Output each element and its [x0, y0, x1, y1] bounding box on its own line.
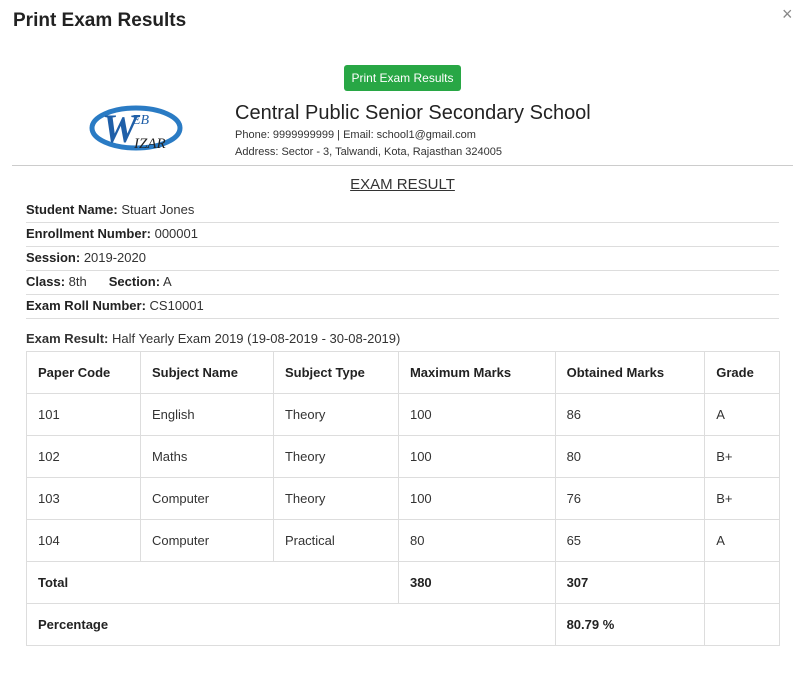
- column-header: Subject Name: [139, 351, 274, 394]
- logo-top: EB: [131, 113, 150, 128]
- cell: 80: [397, 519, 556, 562]
- total-label: Total: [26, 561, 399, 604]
- cell: 100: [397, 435, 556, 478]
- field-value: Stuart Jones: [121, 202, 195, 217]
- logo: W EB IZAR: [89, 105, 183, 152]
- field: Class: 8th: [26, 274, 87, 289]
- cell: 100: [397, 477, 556, 520]
- field: Exam Roll Number: CS10001: [26, 298, 204, 313]
- field: Enrollment Number: 000001: [26, 226, 198, 241]
- field-label: Enrollment Number:: [26, 226, 151, 241]
- field-label: Session:: [26, 250, 81, 265]
- cell: Theory: [272, 477, 399, 520]
- field-value: 8th: [68, 274, 87, 289]
- cell: A: [704, 393, 780, 436]
- header-row: Paper Code Subject Name Subject Type Maximu…: [26, 351, 780, 394]
- cell: Practical: [272, 519, 399, 562]
- field: Student Name: Stuart Jones: [26, 202, 194, 217]
- total-obtained: 307: [554, 561, 706, 604]
- column-header: Maximum Marks: [397, 351, 556, 394]
- percentage-value: 80.79 %: [554, 603, 706, 646]
- column-header: Grade: [704, 351, 780, 394]
- table-row: 104 Computer Practical 80 65 A: [26, 519, 780, 562]
- heading: EXAM RESULT: [350, 176, 455, 193]
- logo-ring: [89, 105, 183, 151]
- percentage-row: Percentage 80.79 %: [26, 603, 780, 646]
- exam-line: Exam Result: Half Yearly Exam 2019 (19-0…: [26, 331, 400, 346]
- logo-letter: W: [102, 106, 140, 151]
- column-header: Obtained Marks: [554, 351, 706, 394]
- total-row: Total 380 307: [26, 561, 780, 604]
- table-row: 103 Computer Theory 100 76 B+: [26, 477, 780, 520]
- cell: B+: [704, 435, 780, 478]
- field-line: Enrollment Number: 000001: [26, 223, 779, 247]
- cell: Theory: [272, 435, 399, 478]
- column-header: Subject Type: [272, 351, 399, 394]
- field-value: CS10001: [149, 298, 204, 313]
- cell: Computer: [139, 477, 274, 520]
- field: Session: 2019-2020: [26, 250, 146, 265]
- field-line: Class: 8th Section: A: [26, 271, 779, 295]
- cell: 104: [26, 519, 141, 562]
- cell: 103: [26, 477, 141, 520]
- percentage-label: Percentage: [26, 603, 556, 646]
- field-label: Class:: [26, 274, 66, 289]
- cell: B+: [704, 477, 780, 520]
- cell: 100: [397, 393, 556, 436]
- cell: 80: [554, 435, 706, 478]
- field-line: Student Name: Stuart Jones: [26, 199, 779, 223]
- cell: A: [704, 519, 780, 562]
- logo-bottom: IZAR: [133, 136, 166, 152]
- table-body: 101 English Theory 100 86 A 102 Maths Theory 100 8…: [26, 393, 780, 646]
- school-address: Address: Sector - 3, Talwandi, Kota, Raj…: [235, 146, 503, 158]
- field-label: Section:: [108, 274, 161, 289]
- empty-cell: [704, 603, 780, 646]
- result-table: Paper Code Subject Name Subject Type Maximu…: [26, 351, 780, 646]
- field-line: Session: 2019-2020: [26, 247, 779, 271]
- cell: 65: [554, 519, 706, 562]
- cell: 101: [26, 393, 141, 436]
- school-name: Central Public Senior Secondary School: [235, 102, 591, 124]
- empty-cell: [704, 561, 780, 604]
- separator: [12, 165, 793, 166]
- field-label: Exam Roll Number:: [26, 298, 146, 313]
- field-value: A: [162, 274, 172, 289]
- cell: 86: [554, 393, 706, 436]
- cell: Computer: [139, 519, 274, 562]
- school-contact: Phone: 9999999999 | Email: school1@gmail…: [235, 129, 476, 141]
- print-button[interactable]: Print Exam Results: [344, 65, 461, 91]
- close-button[interactable]: ×: [782, 4, 793, 24]
- field-value: 2019-2020: [83, 250, 146, 265]
- cell: Theory: [272, 393, 399, 436]
- table-row: 102 Maths Theory 100 80 B+: [26, 435, 780, 478]
- cell: 102: [26, 435, 141, 478]
- cell: 76: [554, 477, 706, 520]
- cell: English: [139, 393, 274, 436]
- modal-title: Print Exam Results: [13, 10, 187, 31]
- exam-label: Exam Result:: [26, 331, 109, 346]
- field-line: Exam Roll Number: CS10001: [26, 295, 779, 319]
- cell: Maths: [139, 435, 274, 478]
- total-maximum: 380: [397, 561, 556, 604]
- table-row: 101 English Theory 100 86 A: [26, 393, 780, 436]
- field-label: Student Name:: [26, 202, 118, 217]
- exam-value: Half Yearly Exam 2019 (19-08-2019 - 30-0…: [112, 331, 401, 346]
- column-header: Paper Code: [26, 351, 141, 394]
- field-value: 000001: [154, 226, 198, 241]
- field: Section: A: [109, 274, 172, 289]
